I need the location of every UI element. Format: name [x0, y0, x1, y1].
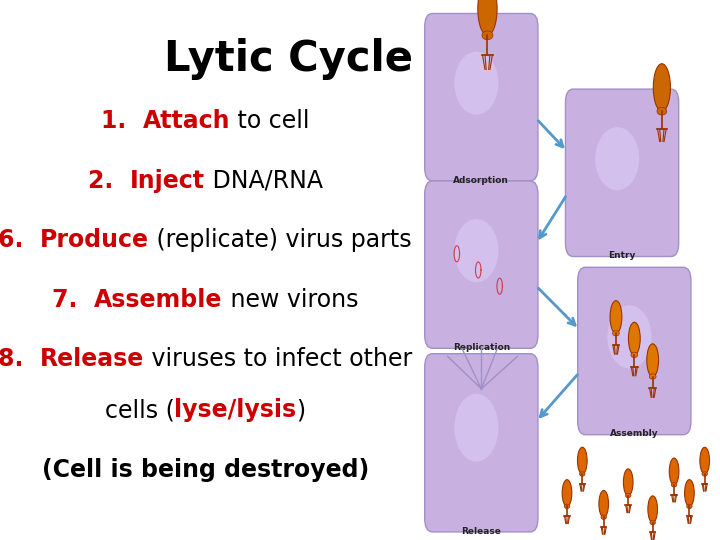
- Ellipse shape: [653, 64, 670, 111]
- Ellipse shape: [454, 52, 498, 115]
- Text: to cell: to cell: [230, 110, 310, 133]
- Text: (replicate) virus parts: (replicate) virus parts: [149, 228, 412, 252]
- Ellipse shape: [580, 472, 585, 476]
- Text: Attach: Attach: [143, 110, 230, 133]
- Ellipse shape: [599, 490, 608, 517]
- Text: 6.: 6.: [0, 228, 40, 252]
- FancyBboxPatch shape: [425, 354, 538, 532]
- FancyBboxPatch shape: [425, 181, 538, 348]
- Text: Release: Release: [40, 347, 144, 371]
- Ellipse shape: [702, 472, 708, 476]
- Ellipse shape: [685, 480, 694, 507]
- Ellipse shape: [595, 127, 639, 190]
- Text: cells (: cells (: [104, 399, 174, 422]
- Text: lyse/lysis: lyse/lysis: [174, 399, 297, 422]
- Ellipse shape: [650, 521, 655, 525]
- Ellipse shape: [478, 0, 497, 36]
- Text: Adsorption: Adsorption: [454, 176, 509, 185]
- Text: 8.: 8.: [0, 347, 40, 371]
- Ellipse shape: [629, 322, 640, 355]
- Text: Assembly: Assembly: [610, 429, 659, 438]
- Text: viruses to infect other: viruses to infect other: [144, 347, 413, 371]
- Ellipse shape: [388, 80, 403, 123]
- Ellipse shape: [649, 374, 656, 379]
- Ellipse shape: [562, 480, 572, 507]
- Text: 7.: 7.: [53, 288, 94, 312]
- Ellipse shape: [670, 458, 679, 485]
- Text: DNA/RNA: DNA/RNA: [204, 169, 323, 193]
- FancyBboxPatch shape: [565, 89, 679, 256]
- Ellipse shape: [613, 330, 619, 336]
- Text: Produce: Produce: [40, 228, 149, 252]
- Ellipse shape: [626, 494, 631, 498]
- Text: Assemble: Assemble: [94, 288, 222, 312]
- FancyBboxPatch shape: [425, 14, 538, 181]
- Ellipse shape: [648, 496, 657, 523]
- Text: Entry: Entry: [608, 251, 636, 260]
- FancyBboxPatch shape: [577, 267, 691, 435]
- Ellipse shape: [454, 394, 498, 462]
- Text: Inject: Inject: [130, 169, 204, 193]
- Ellipse shape: [647, 344, 659, 376]
- Ellipse shape: [624, 469, 633, 496]
- Text: Release: Release: [462, 526, 501, 536]
- Ellipse shape: [671, 483, 677, 487]
- Text: Lytic Cycle: Lytic Cycle: [163, 38, 413, 80]
- Ellipse shape: [454, 219, 498, 282]
- Text: 2.: 2.: [88, 169, 130, 193]
- Text: new virons: new virons: [222, 288, 358, 312]
- Ellipse shape: [564, 504, 570, 509]
- Ellipse shape: [577, 447, 587, 474]
- Text: (Cell is being destroyed): (Cell is being destroyed): [42, 458, 369, 482]
- Text: ): ): [297, 399, 306, 422]
- Ellipse shape: [687, 504, 692, 509]
- Ellipse shape: [657, 107, 667, 115]
- Ellipse shape: [601, 515, 606, 519]
- Ellipse shape: [482, 31, 493, 40]
- Ellipse shape: [608, 306, 652, 368]
- Ellipse shape: [700, 447, 709, 474]
- Ellipse shape: [610, 301, 622, 333]
- Ellipse shape: [631, 352, 638, 357]
- Ellipse shape: [392, 119, 400, 126]
- Text: Replication: Replication: [453, 343, 510, 352]
- Text: 1.: 1.: [101, 110, 143, 133]
